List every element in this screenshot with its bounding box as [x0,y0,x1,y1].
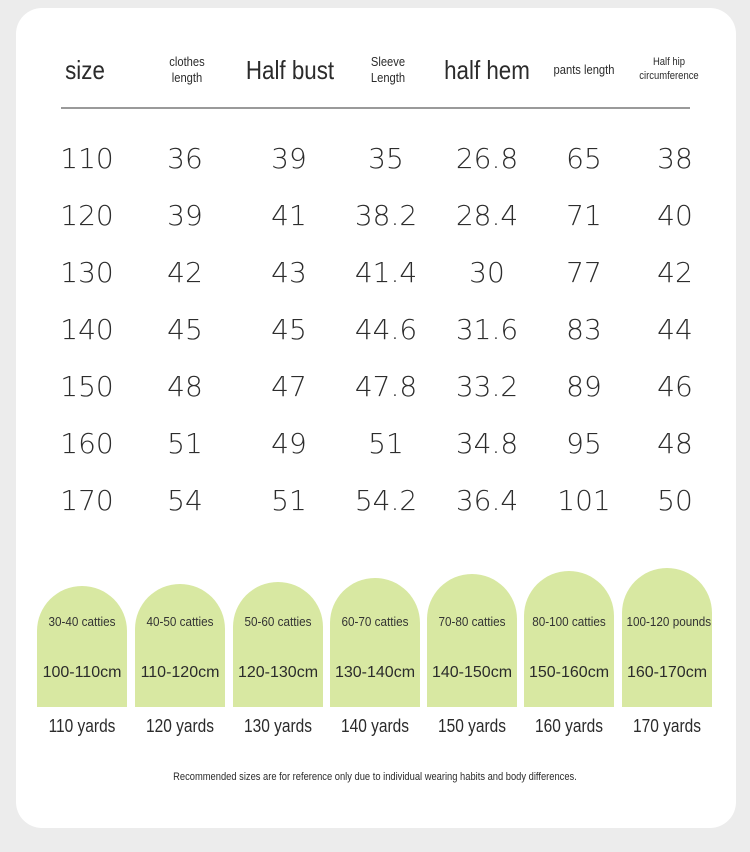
size-guide-label: 150 yards [438,716,506,736]
size-guide-label: 170 yards [633,716,701,736]
header-half-hip-circumference: Half hip circumference [639,56,699,82]
table-cell: 45 [167,313,203,346]
table-cell: 33.2 [455,370,519,403]
size-guide-arch: 60-70 catties 130-140cm [330,578,420,707]
table-cell: 51 [368,427,404,460]
size-guide-height: 110-120cm [140,664,220,681]
size-guide-label: 110 yards [48,716,116,736]
table-cell: 95 [566,427,602,460]
table-cell: 49 [271,427,307,460]
table-cell: 50 [657,484,693,517]
table-cell: 71 [566,199,602,232]
size-guide-arch: 80-100 catties 150-160cm [524,571,614,707]
table-row: 160 51 49 51 34.8 95 48 [0,424,750,464]
table-cell: 120 [60,199,114,232]
size-guide-arch: 30-40 catties 100-110cm [37,586,127,707]
table-cell: 41 [271,199,307,232]
table-cell: 36.4 [455,484,519,517]
table-cell: 38 [657,142,693,175]
table-cell: 39 [167,199,203,232]
header-divider [61,107,690,109]
size-guide-arch: 70-80 catties 140-150cm [427,574,517,707]
size-guide-label: 140 yards [341,716,409,736]
size-guide-height: 140-150cm [431,664,513,681]
footnote: Recommended sizes are for reference only… [173,771,577,783]
header-half-hem: half hem [444,54,530,85]
table-cell: 44 [657,313,693,346]
header-pants-length: pants length [553,61,615,77]
size-guide-weight: 60-70 catties [341,614,409,629]
size-guide-weight: 30-40 catties [48,614,116,629]
table-row: 150 48 47 47.8 33.2 89 46 [0,367,750,407]
table-cell: 36 [167,142,203,175]
table-cell: 43 [271,256,307,289]
header-size: size [65,54,105,85]
size-guide-label: 130 yards [244,716,312,736]
table-cell: 51 [271,484,307,517]
table-cell: 54.2 [354,484,418,517]
table-cell: 28.4 [455,199,519,232]
size-guide-weight: 80-100 catties [532,614,606,629]
size-guide-height: 150-160cm [528,664,610,681]
size-guide-arch: 100-120 pounds 160-170cm [622,568,712,707]
table-cell: 42 [167,256,203,289]
table-cell: 89 [566,370,602,403]
table-cell: 35 [368,142,404,175]
size-guide-label: 160 yards [535,716,603,736]
size-guide-height: 100-110cm [42,664,122,681]
table-row: 140 45 45 44.6 31.6 83 44 [0,310,750,350]
table-cell: 48 [167,370,203,403]
table-cell: 47 [271,370,307,403]
table-cell: 45 [271,313,307,346]
table-cell: 83 [566,313,602,346]
size-guide-height: 120-130cm [237,664,319,681]
header-half-bust: Half bust [245,54,335,85]
table-cell: 130 [60,256,114,289]
table-row: 110 36 39 35 26.8 65 38 [0,139,750,179]
table-cell: 54 [167,484,203,517]
table-row: 130 42 43 41.4 30 77 42 [0,253,750,293]
table-cell: 44.6 [354,313,418,346]
table-cell: 101 [557,484,611,517]
table-cell: 31.6 [455,313,519,346]
size-guide-height: 160-170cm [626,664,708,681]
table-cell: 42 [657,256,693,289]
table-cell: 51 [167,427,203,460]
table-cell: 65 [566,142,602,175]
table-cell: 150 [60,370,114,403]
size-guide-label: 120 yards [146,716,214,736]
table-cell: 160 [60,427,114,460]
table-row: 120 39 41 38.2 28.4 71 40 [0,196,750,236]
table-cell: 48 [657,427,693,460]
size-guide-weight: 50-60 catties [244,614,312,629]
table-cell: 46 [657,370,693,403]
table-cell: 110 [60,142,114,175]
header-sleeve-length: Sleeve Length [370,53,406,85]
table-cell: 38.2 [354,199,418,232]
size-guide-arch: 40-50 catties 110-120cm [135,584,225,707]
size-guide-weight: 70-80 catties [438,614,506,629]
table-cell: 140 [60,313,114,346]
table-cell: 30 [469,256,505,289]
table-cell: 47.8 [354,370,418,403]
table-cell: 41.4 [354,256,418,289]
table-cell: 40 [657,199,693,232]
size-guide-weight: 40-50 catties [146,614,214,629]
size-guide-height: 130-140cm [334,664,416,681]
size-guide-weight: 100-120 pounds [626,614,712,629]
header-clothes-length: clothes length [169,53,205,85]
table-cell: 26.8 [455,142,519,175]
table-cell: 34.8 [455,427,519,460]
table-cell: 77 [566,256,602,289]
table-cell: 170 [60,484,114,517]
table-cell: 39 [271,142,307,175]
size-guide-arch: 50-60 catties 120-130cm [233,582,323,707]
table-row: 170 54 51 54.2 36.4 101 50 [0,481,750,521]
